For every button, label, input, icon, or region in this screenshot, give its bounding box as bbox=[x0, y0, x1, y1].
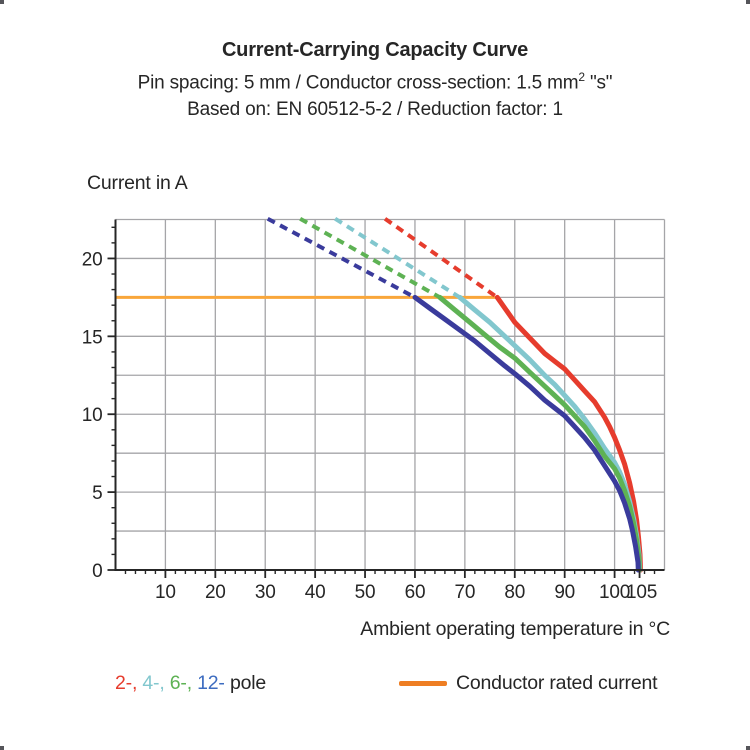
curve-12-pole bbox=[412, 294, 641, 573]
chart-subtitle: Pin spacing: 5 mm / Conductor cross-sect… bbox=[0, 64, 750, 96]
chart-title: Current-Carrying Capacity Curve bbox=[221, 39, 529, 61]
legend-pole-4: 4-, bbox=[142, 672, 170, 694]
x-tick-label: 80 bbox=[504, 582, 525, 603]
x-tick-label: 30 bbox=[255, 582, 276, 603]
legend-pole-12: 12- bbox=[197, 672, 230, 694]
corner-mark bbox=[0, 0, 4, 4]
y-tick-label: 15 bbox=[82, 327, 103, 348]
rated-current-line-swatch bbox=[399, 681, 447, 686]
y-tick-label: 0 bbox=[92, 561, 102, 582]
x-axis-title: Ambient operating temperature in °C bbox=[360, 618, 670, 640]
title-block: Current-Carrying Capacity Curve Pin spac… bbox=[0, 37, 750, 123]
y-tick-label: 10 bbox=[82, 405, 103, 426]
rated-current-label: Conductor rated current bbox=[456, 672, 658, 694]
y-tick-label: 20 bbox=[82, 249, 103, 270]
chart-basis-note: Based on: EN 60512-5-2 / Reduction facto… bbox=[187, 99, 563, 121]
corner-mark bbox=[746, 746, 750, 750]
corner-mark bbox=[0, 746, 4, 750]
legend-pole-counts: 2-, 4-, 6-, 12- pole bbox=[115, 672, 266, 695]
subtitle-superscript: 2 bbox=[578, 70, 585, 84]
x-tick-label: 105 bbox=[626, 582, 657, 603]
x-tick-label: 40 bbox=[305, 582, 326, 603]
curve-dashed-6-pole bbox=[299, 216, 441, 300]
x-tick-label: 50 bbox=[355, 582, 376, 603]
legend-pole-2: 2-, bbox=[115, 672, 143, 694]
subtitle-text: Pin spacing: 5 mm / Conductor cross-sect… bbox=[137, 72, 579, 94]
x-tick-label: 10 bbox=[155, 582, 176, 603]
curve-dashed-4-pole bbox=[334, 217, 461, 300]
curve-dashed-2-pole bbox=[383, 217, 499, 300]
x-tick-label: 20 bbox=[205, 582, 226, 603]
legend-pole-suffix: pole bbox=[229, 672, 267, 694]
legend-pole-6: 6-, bbox=[169, 672, 198, 694]
corner-mark bbox=[746, 0, 750, 4]
x-tick-label: 100 bbox=[599, 582, 630, 603]
y-tick-label: 5 bbox=[92, 483, 102, 504]
subtitle-suffix: "s" bbox=[584, 72, 613, 94]
x-tick-label: 90 bbox=[554, 582, 575, 603]
y-axis-title: Current in A bbox=[87, 172, 188, 194]
curve-6-pole bbox=[437, 294, 642, 573]
x-tick-label: 70 bbox=[454, 582, 475, 603]
curve-2-pole bbox=[494, 294, 643, 573]
x-tick-label: 60 bbox=[405, 582, 426, 603]
